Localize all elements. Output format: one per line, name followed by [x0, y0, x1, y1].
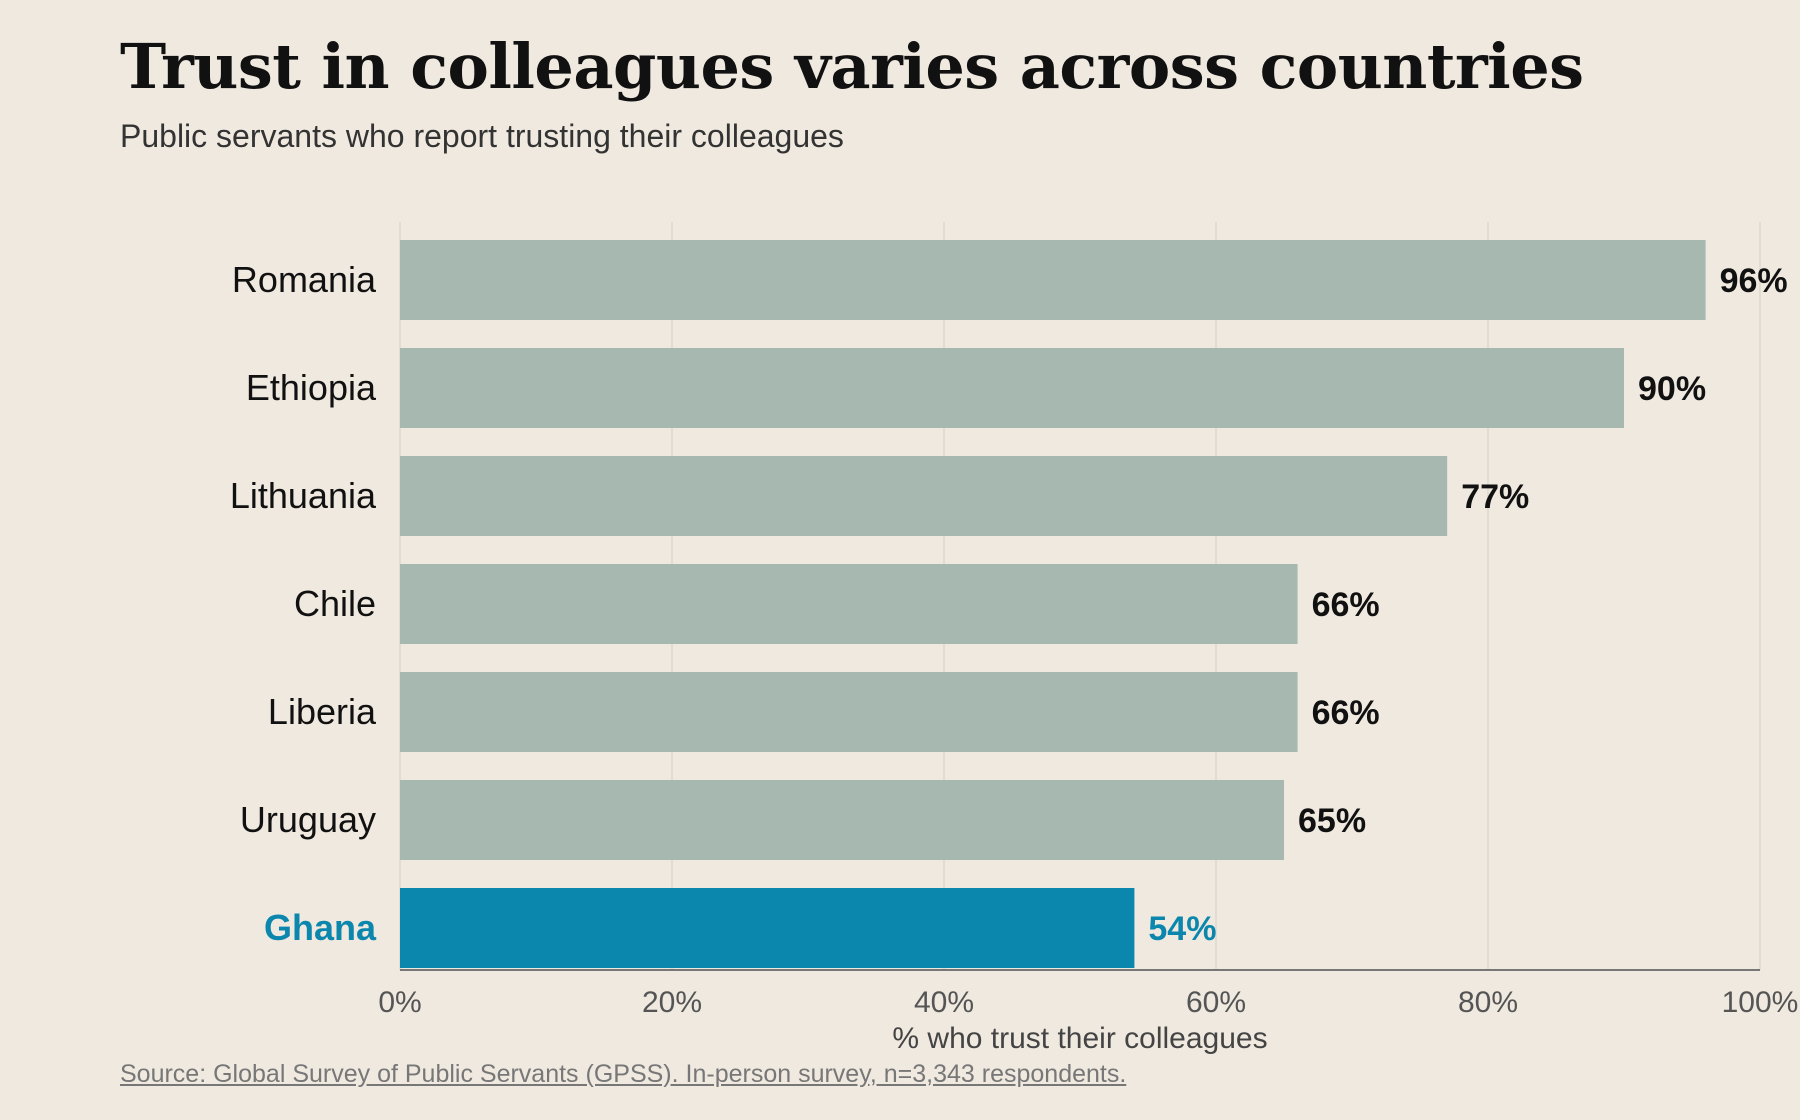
category-label: Ghana: [264, 907, 377, 948]
bar: [400, 348, 1624, 428]
value-label: 90%: [1638, 370, 1706, 408]
bar: [400, 780, 1284, 860]
value-label: 54%: [1148, 910, 1216, 948]
chart-subtitle: Public servants who report trusting thei…: [120, 118, 844, 154]
value-label: 96%: [1720, 262, 1788, 300]
bar: [400, 240, 1706, 320]
value-label: 65%: [1298, 802, 1366, 840]
tick-label: 20%: [642, 986, 702, 1019]
category-label: Liberia: [268, 691, 377, 732]
x-axis-title: % who trust their colleagues: [892, 1022, 1267, 1055]
category-label: Ethiopia: [246, 367, 377, 408]
tick-label: 80%: [1458, 986, 1518, 1019]
bar: [400, 456, 1448, 536]
category-label: Romania: [232, 259, 377, 300]
category-label: Lithuania: [230, 475, 377, 516]
value-label: 77%: [1461, 478, 1529, 516]
bar: [400, 564, 1298, 644]
tick-label: 100%: [1722, 986, 1799, 1019]
tick-label: 0%: [378, 986, 421, 1019]
bar: [400, 672, 1298, 752]
value-label: 66%: [1312, 586, 1380, 624]
chart-title: Trust in colleagues varies across countr…: [120, 30, 1584, 103]
value-label: 66%: [1312, 694, 1380, 732]
category-label: Uruguay: [240, 799, 376, 840]
source-link[interactable]: Source: Global Survey of Public Servants…: [120, 1060, 1127, 1088]
bar-highlight: [400, 888, 1135, 968]
tick-label: 40%: [914, 986, 974, 1019]
category-label: Chile: [294, 583, 376, 624]
tick-label: 60%: [1186, 986, 1246, 1019]
